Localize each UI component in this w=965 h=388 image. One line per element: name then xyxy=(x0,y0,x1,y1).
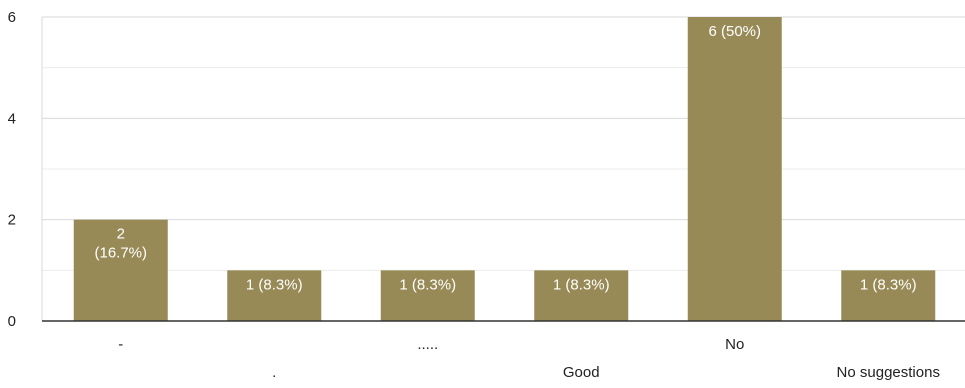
x-axis-labels: -...... Good No No suggestions xyxy=(118,336,940,381)
bar-data-label: 1 (8.3%) xyxy=(860,276,917,293)
bar xyxy=(841,270,936,321)
bar-data-label: 2 xyxy=(117,226,125,243)
bar xyxy=(534,270,629,321)
bar xyxy=(380,270,475,321)
x-category-label: Good xyxy=(563,364,600,381)
bar-data-label: 6 (50%) xyxy=(708,23,761,40)
bar-data-label: 1 (8.3%) xyxy=(399,276,456,293)
x-category-label: ..... xyxy=(417,336,438,353)
bar-data-label: (16.7%) xyxy=(94,245,147,262)
x-category-label: - xyxy=(118,336,123,353)
bar-data-label: 1 (8.3%) xyxy=(246,276,303,293)
x-category-label: . xyxy=(272,364,276,381)
bar xyxy=(227,270,322,321)
gridlines xyxy=(41,16,965,321)
bars: 2 (16.7%) 1 (8.3%) 1 (8.3%) 1 (8.3%) 6 (50%) 1… xyxy=(73,17,936,321)
y-tick-label: 6 xyxy=(8,9,16,26)
y-tick-label: 4 xyxy=(8,110,16,127)
y-tick-label: 0 xyxy=(8,313,16,330)
bar-data-label: 1 (8.3%) xyxy=(553,276,610,293)
bar xyxy=(687,17,782,321)
y-tick-label: 2 xyxy=(8,212,16,229)
x-category-label: No suggestions xyxy=(837,364,940,381)
y-axis-ticks: 0 2 4 6 xyxy=(8,9,16,330)
bar xyxy=(73,219,168,321)
x-category-label: No xyxy=(725,336,744,353)
